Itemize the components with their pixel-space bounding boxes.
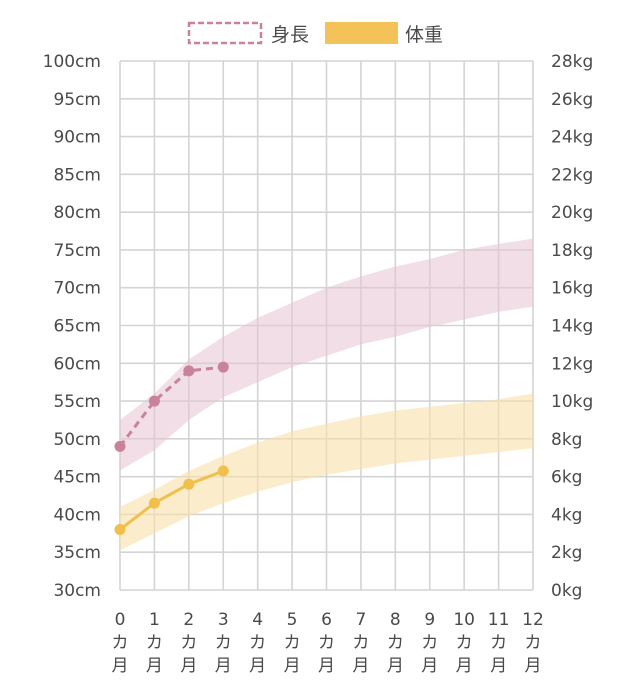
x-tick-label: 月	[180, 656, 197, 676]
left-tick-label: 95cm	[53, 90, 101, 110]
left-tick-label: 80cm	[53, 203, 101, 223]
left-tick-label: 65cm	[53, 317, 101, 337]
reference-bands	[120, 238, 533, 551]
x-tick-label: カ	[387, 633, 404, 653]
left-tick-label: 55cm	[53, 392, 101, 412]
weight-reference-band	[120, 393, 533, 551]
right-tick-label: 0kg	[551, 581, 582, 601]
x-tick-label: カ	[249, 633, 266, 653]
x-tick-label: カ	[421, 633, 438, 653]
x-tick-label: 月	[318, 656, 335, 676]
left-axis-ticks: 30cm 35cm 40cm 45cm 50cm 55cm 60cm 65cm 70cm 75cm…	[43, 52, 101, 601]
height-reference-band	[120, 238, 533, 471]
right-tick-label: 8kg	[551, 430, 582, 450]
right-tick-label: 20kg	[551, 203, 593, 223]
weight-data-point	[148, 497, 160, 509]
x-tick-label: カ	[180, 633, 197, 653]
left-tick-label: 75cm	[53, 241, 101, 261]
height-series-line	[118, 365, 224, 448]
legend-swatch-weight	[325, 22, 398, 44]
left-tick-label: 70cm	[53, 279, 101, 299]
height-data-point	[148, 395, 160, 407]
right-tick-label: 16kg	[551, 279, 593, 299]
right-tick-label: 10kg	[551, 392, 593, 412]
x-tick-label: 月	[352, 656, 369, 676]
x-tick-label: カ	[525, 633, 542, 653]
x-tick-label: 5	[287, 610, 298, 630]
x-tick-label: 3	[218, 610, 229, 630]
weight-data-point	[183, 478, 195, 490]
height-data-point	[217, 361, 229, 373]
x-tick-label: 6	[321, 610, 332, 630]
right-tick-label: 2kg	[551, 543, 582, 563]
x-tick-label: 月	[421, 656, 438, 676]
legend-label-height: 身長	[271, 24, 309, 46]
x-tick-label: 1	[149, 610, 160, 630]
x-tick-label: 月	[215, 656, 232, 676]
x-tick-label: カ	[215, 633, 232, 653]
left-tick-label: 85cm	[53, 165, 101, 185]
left-tick-label: 30cm	[53, 581, 101, 601]
x-tick-label: 0	[115, 610, 126, 630]
left-tick-label: 60cm	[53, 354, 101, 374]
right-tick-label: 18kg	[551, 241, 593, 261]
x-tick-label: カ	[112, 633, 129, 653]
legend-label-weight: 体重	[405, 24, 443, 46]
right-tick-label: 26kg	[551, 90, 593, 110]
x-tick-label: 8	[390, 610, 401, 630]
x-tick-label: カ	[318, 633, 335, 653]
x-tick-label: 9	[424, 610, 435, 630]
x-tick-label: 2	[183, 610, 194, 630]
x-tick-label: 月	[146, 656, 163, 676]
x-tick-label: 11	[488, 610, 510, 630]
x-tick-label: 月	[525, 656, 542, 676]
x-tick-label: カ	[146, 633, 163, 653]
right-tick-label: 28kg	[551, 52, 593, 72]
x-tick-label: カ	[352, 633, 369, 653]
right-tick-label: 6kg	[551, 468, 582, 488]
left-tick-label: 90cm	[53, 128, 101, 148]
x-tick-label: 7	[356, 610, 367, 630]
right-tick-label: 22kg	[551, 165, 593, 185]
right-axis-ticks: 0kg 2kg 4kg 6kg 8kg 10kg 12kg 14kg 16kg 18kg 20kg 2…	[551, 52, 593, 601]
x-tick-label: 4	[252, 610, 263, 630]
legend: 身長 体重	[187, 21, 443, 46]
right-tick-label: 4kg	[551, 505, 582, 525]
x-tick-label: 月	[490, 656, 507, 676]
left-tick-label: 100cm	[43, 52, 101, 72]
weight-data-point	[114, 524, 126, 536]
x-tick-label: 12	[522, 610, 544, 630]
data-series	[114, 361, 229, 536]
right-tick-label: 24kg	[551, 128, 593, 148]
left-tick-label: 35cm	[53, 543, 101, 563]
height-data-point	[114, 440, 126, 452]
x-tick-label: カ	[456, 633, 473, 653]
left-tick-label: 45cm	[53, 468, 101, 488]
weight-data-point	[217, 465, 229, 477]
x-tick-label: 10	[453, 610, 475, 630]
x-axis-ticks: 0カ月1カ月2カ月3カ月4カ月5カ月6カ月7カ月8カ月9カ月10カ月11カ月12…	[112, 610, 544, 676]
height-data-point	[183, 365, 195, 377]
x-tick-label: 月	[456, 656, 473, 676]
x-tick-label: 月	[387, 656, 404, 676]
legend-swatch-height	[187, 21, 263, 45]
right-tick-label: 12kg	[551, 354, 593, 374]
x-tick-label: 月	[249, 656, 266, 676]
x-tick-label: カ	[490, 633, 507, 653]
left-tick-label: 50cm	[53, 430, 101, 450]
x-tick-label: 月	[284, 656, 301, 676]
weight-series-line	[119, 469, 224, 531]
x-tick-label: カ	[284, 633, 301, 653]
x-tick-label: 月	[112, 656, 129, 676]
left-tick-label: 40cm	[53, 505, 101, 525]
right-tick-label: 14kg	[551, 317, 593, 337]
